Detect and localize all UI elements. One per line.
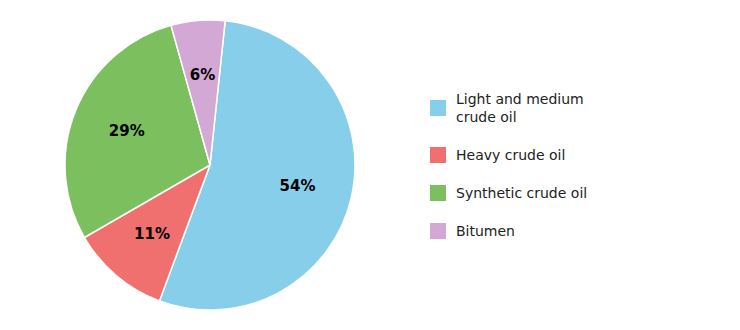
pie-slice — [171, 20, 225, 165]
legend-label: Heavy crude oil — [456, 147, 565, 163]
legend-label-line: crude oil — [456, 109, 517, 125]
legend-swatch — [430, 147, 446, 163]
legend-label: Synthetic crude oil — [456, 185, 587, 201]
data-label: 6% — [190, 66, 215, 84]
legend-swatch — [430, 223, 446, 239]
data-label: 54% — [280, 177, 316, 195]
data-label: 29% — [109, 122, 145, 140]
legend-label: Light and medium crude oil — [456, 91, 584, 125]
legend-label-line: Synthetic crude oil — [456, 185, 587, 201]
legend-label: Bitumen — [456, 223, 515, 239]
pie — [65, 20, 355, 310]
legend-swatch — [430, 185, 446, 201]
data-labels: 54% 11% 29% 6% — [109, 66, 316, 242]
legend-swatch — [430, 100, 446, 116]
chart: 54% 11% 29% 6% Light and medium crude oil Heav… — [0, 0, 740, 330]
legend-label-line: Light and medium — [456, 91, 584, 107]
legend-label-line: Heavy crude oil — [456, 147, 565, 163]
legend: Light and medium crude oil Heavy crude oil… — [430, 91, 587, 239]
legend-label-line: Bitumen — [456, 223, 515, 239]
data-label: 11% — [134, 225, 170, 243]
